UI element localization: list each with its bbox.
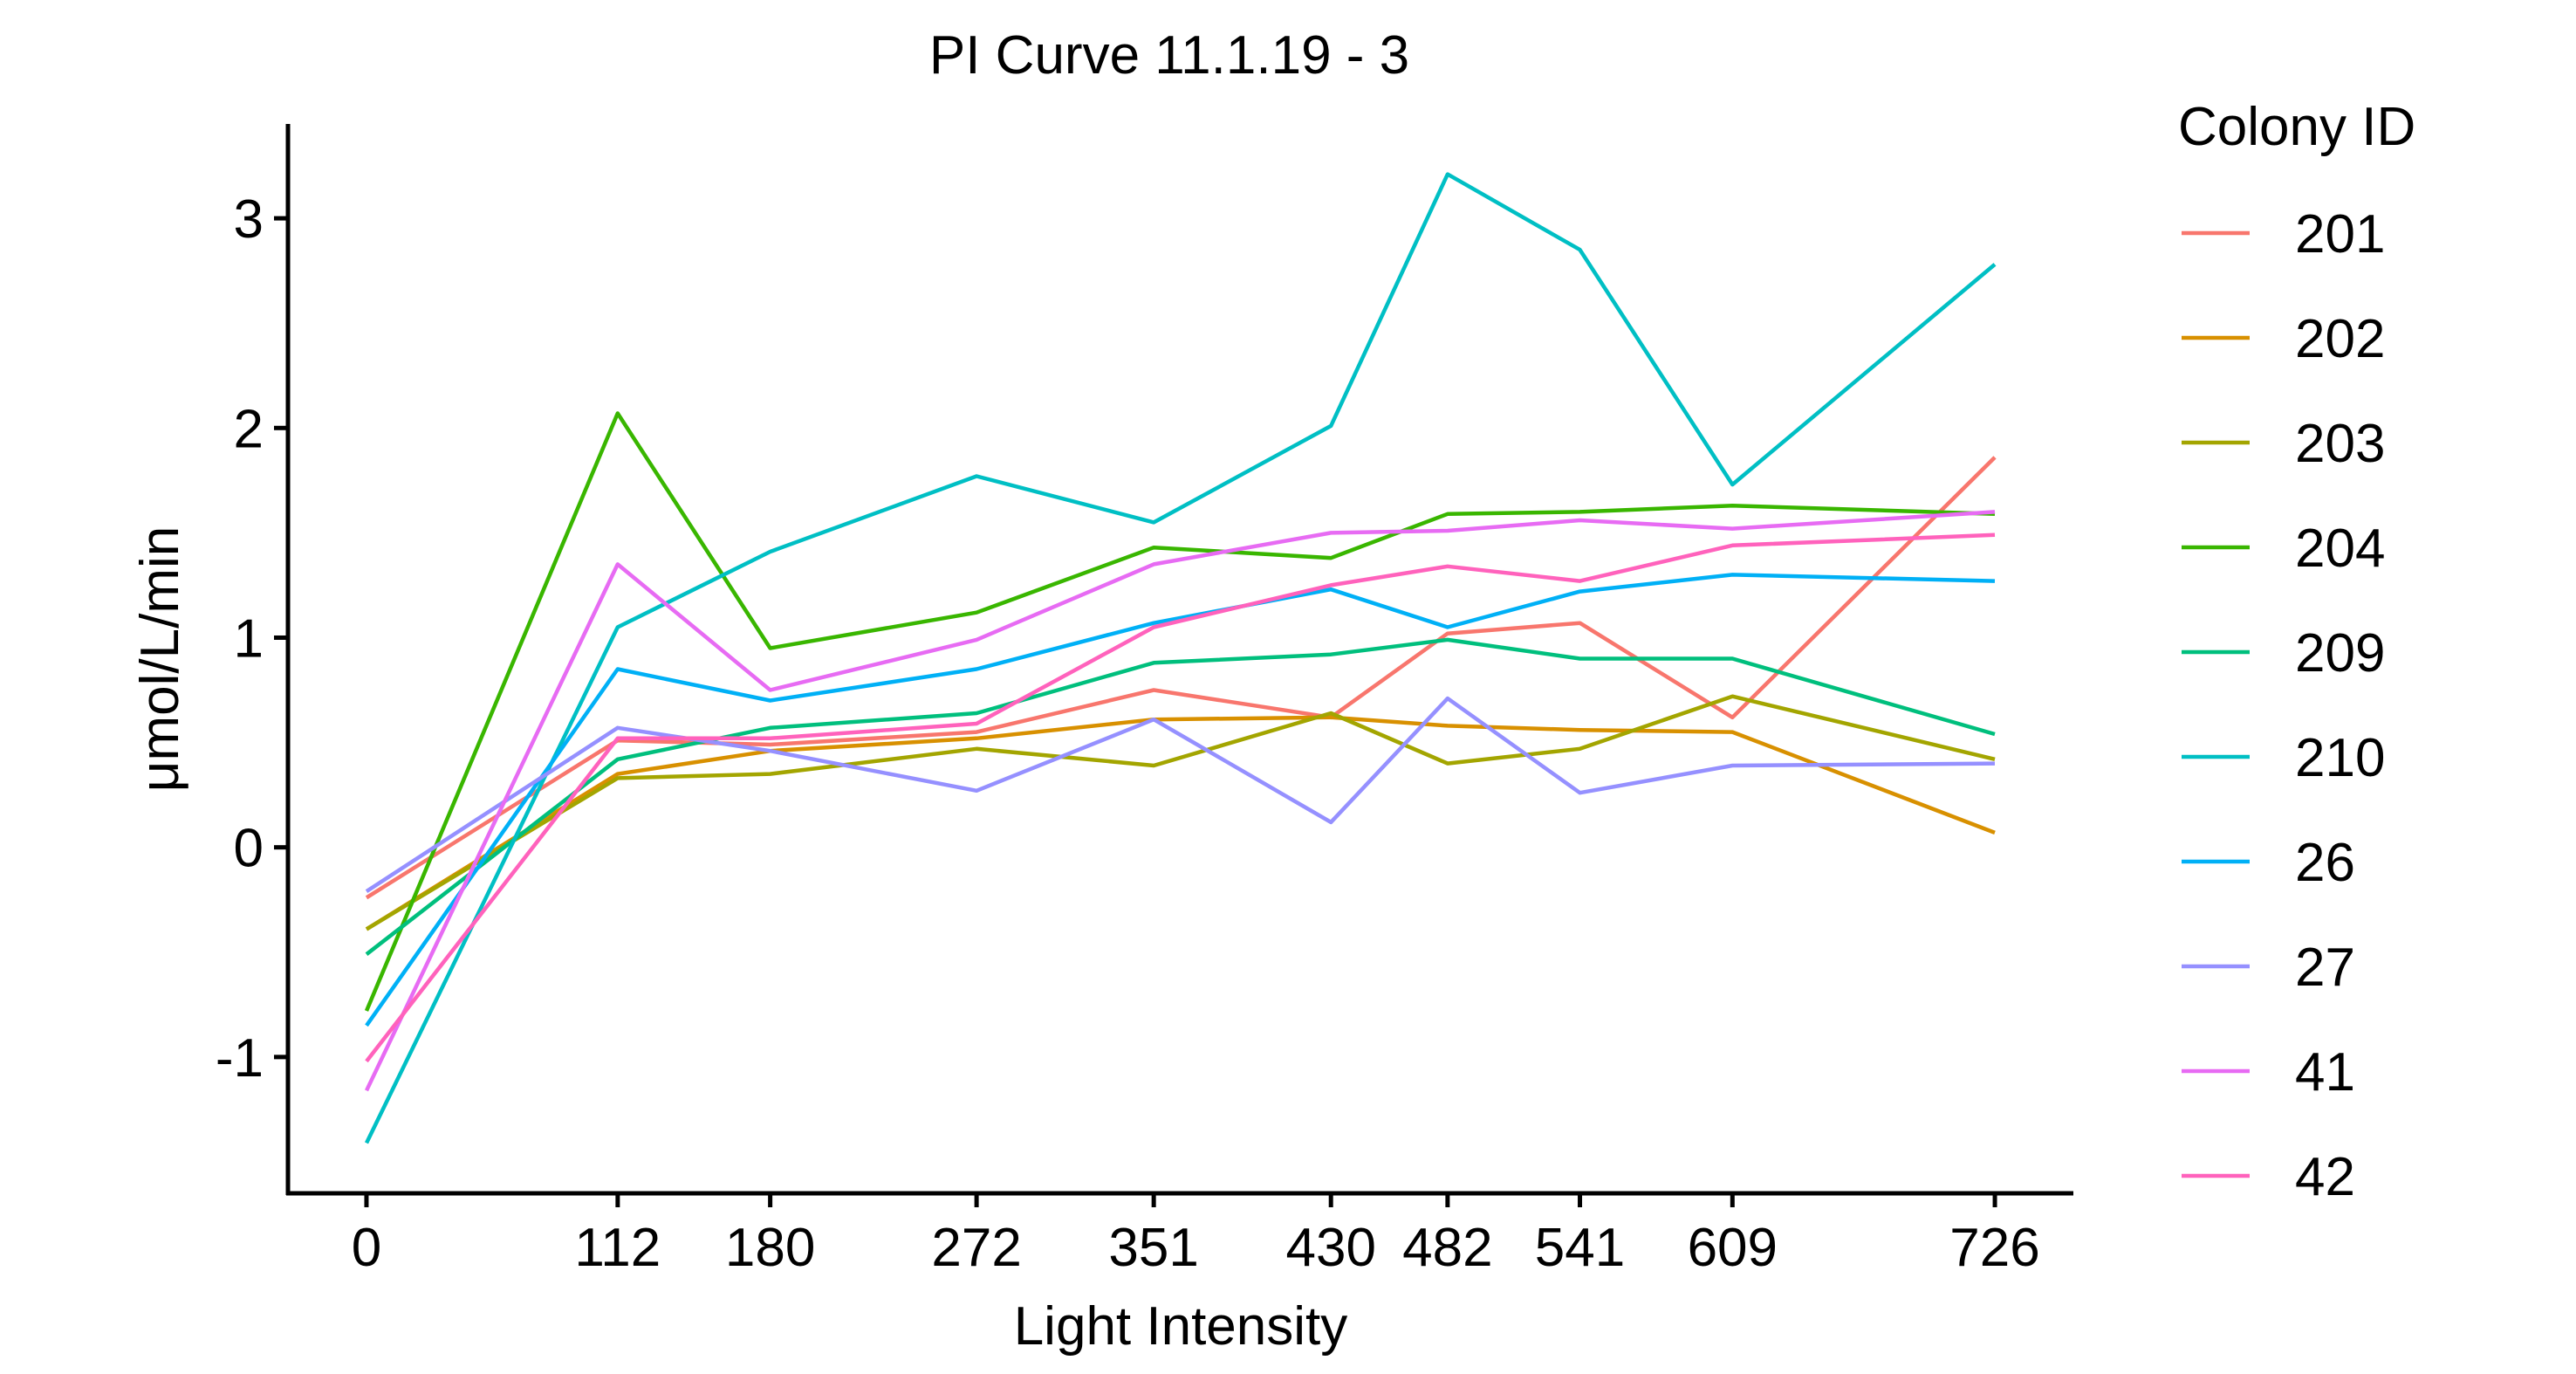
y-axis-ticks: -1 0 1 2 3 [216,189,288,1089]
y-tick-label: 0 [234,819,264,879]
x-tick-label: 0 [352,1218,381,1278]
series-line-202 [365,715,1996,931]
x-tick-label: 112 [574,1218,661,1278]
x-axis-ticks: 0 112 180 272 351 430 482 541 609 726 [352,1193,2040,1278]
legend-item-41: 41 [2182,1042,2355,1103]
legend-item-26: 26 [2182,833,2355,893]
legend-item-203: 203 [2182,414,2385,474]
legend-item-210: 210 [2182,728,2385,788]
y-tick-label: 1 [234,608,264,669]
x-tick-label: 609 [1688,1218,1778,1278]
legend-label: 42 [2295,1147,2355,1207]
plot-area [364,172,1997,1144]
legend-item-204: 204 [2182,519,2385,579]
x-tick-label: 541 [1535,1218,1625,1278]
legend-title: Colony ID [2178,97,2415,157]
legend-label: 26 [2295,833,2355,893]
x-tick-label: 430 [1285,1218,1375,1278]
y-tick-label: -1 [216,1028,264,1089]
chart-title: PI Curve 11.1.19 - 3 [929,25,1409,86]
legend-label: 203 [2295,414,2385,474]
x-tick-label: 180 [725,1218,815,1278]
x-tick-label: 482 [1402,1218,1492,1278]
legend-label: 41 [2295,1042,2355,1103]
legend-label: 202 [2295,309,2385,369]
legend-item-42: 42 [2182,1147,2355,1207]
x-tick-label: 351 [1108,1218,1198,1278]
series-line-41 [364,510,1996,1092]
legend-label: 201 [2295,204,2385,264]
x-axis-title: Light Intensity [1014,1296,1348,1357]
series-line-27 [365,696,1996,893]
series-line-209 [365,637,1996,956]
y-tick-label: 3 [234,189,264,250]
legend-label: 27 [2295,938,2355,998]
legend-item-209: 209 [2182,623,2385,684]
legend: Colony ID 201 202 203 204 209 210 26 27 41 42 [2178,97,2415,1207]
legend-item-27: 27 [2182,938,2355,998]
series-line-210 [364,172,1997,1144]
series-line-42 [365,532,1996,1063]
x-tick-label: 272 [931,1218,1021,1278]
legend-label: 209 [2295,623,2385,684]
x-tick-label: 726 [1949,1218,2039,1278]
series-line-204 [364,411,1996,1012]
y-axis-title: μmol/L/min [130,526,190,792]
legend-label: 204 [2295,519,2385,579]
series-line-203 [365,694,1996,931]
legend-item-202: 202 [2182,309,2385,369]
legend-item-201: 201 [2182,204,2385,264]
y-tick-label: 2 [234,399,264,459]
legend-label: 210 [2295,728,2385,788]
